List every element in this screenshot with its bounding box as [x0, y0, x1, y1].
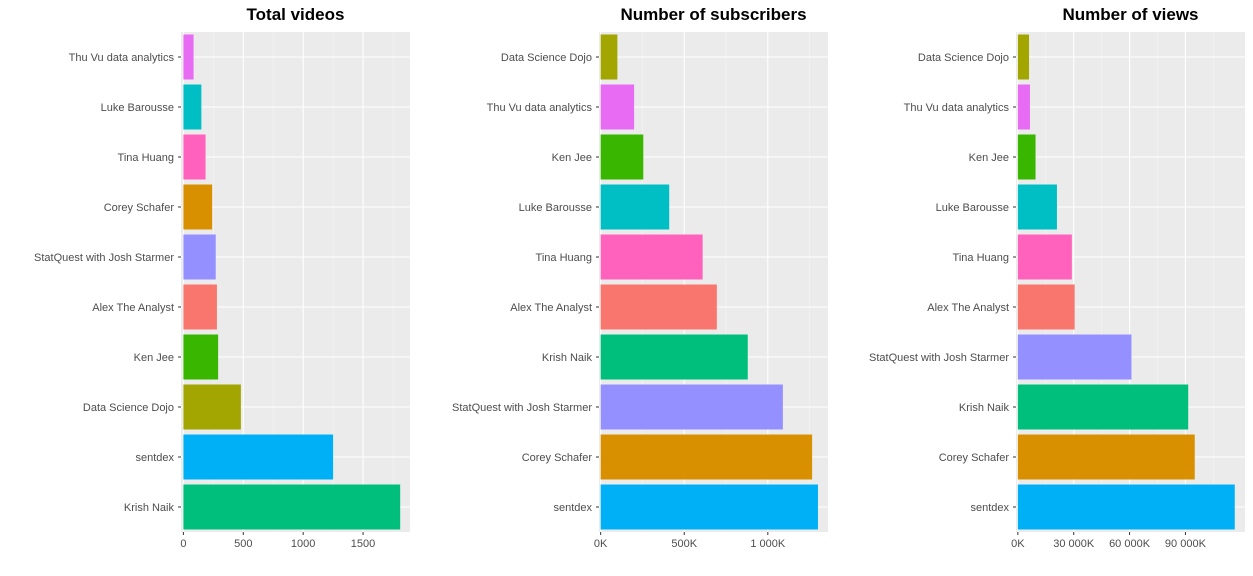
category-label: Alex The Analyst: [927, 302, 1009, 314]
x-tick-label: 500K: [671, 538, 697, 550]
category-label: Thu Vu data analytics: [487, 102, 593, 114]
bar: [601, 435, 812, 480]
bar: [601, 35, 618, 80]
category-label: Ken Jee: [134, 352, 174, 364]
bar: [183, 385, 240, 430]
category-label: Tina Huang: [953, 252, 1009, 264]
bar: [183, 335, 218, 380]
category-label: StatQuest with Josh Starmer: [869, 352, 1009, 364]
x-tick-label: 60 000K: [1109, 538, 1151, 550]
category-label: sentdex: [135, 452, 174, 464]
bar: [1018, 135, 1036, 180]
bar: [1018, 235, 1072, 280]
category-label: Krish Naik: [542, 352, 593, 364]
category-label: Data Science Dojo: [501, 52, 592, 64]
category-label: Ken Jee: [552, 152, 592, 164]
category-label: StatQuest with Josh Starmer: [34, 252, 174, 264]
category-label: Corey Schafer: [939, 452, 1010, 464]
bar: [183, 35, 193, 80]
category-label: Luke Barousse: [936, 202, 1009, 214]
bar: [1018, 85, 1030, 130]
bar: [1018, 435, 1195, 480]
category-label: Alex The Analyst: [92, 302, 174, 314]
x-tick-label: 30 000K: [1053, 538, 1095, 550]
bar: [601, 285, 717, 330]
bar: [183, 235, 215, 280]
bar: [1018, 35, 1029, 80]
bar: [1018, 385, 1188, 430]
chart-title: Number of views: [1062, 5, 1198, 24]
category-label: sentdex: [553, 502, 592, 514]
category-label: Thu Vu data analytics: [69, 52, 175, 64]
category-label: Alex The Analyst: [510, 302, 592, 314]
category-label: Ken Jee: [969, 152, 1009, 164]
category-label: Tina Huang: [118, 152, 174, 164]
bar: [183, 85, 201, 130]
bar: [601, 335, 748, 380]
bar: [601, 385, 783, 430]
category-label: Thu Vu data analytics: [904, 102, 1010, 114]
x-tick-label: 0: [180, 538, 186, 550]
bar: [183, 185, 212, 230]
bar: [183, 435, 333, 480]
chart-panel-1: Thu Vu data analytics Luke Barousse Tina H…: [34, 5, 410, 550]
bar: [601, 235, 703, 280]
chart-title: Number of subscribers: [620, 5, 806, 24]
x-tick-label: 0K: [594, 538, 608, 550]
x-tick-label: 1500: [351, 538, 375, 550]
category-label: Corey Schafer: [522, 452, 593, 464]
bar: [183, 485, 400, 530]
bar: [183, 135, 205, 180]
x-tick-label: 1 000K: [750, 538, 786, 550]
bar: [601, 185, 670, 230]
category-label: Tina Huang: [536, 252, 592, 264]
category-label: Luke Barousse: [101, 102, 174, 114]
category-label: StatQuest with Josh Starmer: [452, 402, 592, 414]
bar: [601, 485, 818, 530]
x-tick-label: 90 000K: [1165, 538, 1207, 550]
x-tick-label: 500: [234, 538, 252, 550]
bar: [183, 285, 217, 330]
category-label: Corey Schafer: [104, 202, 175, 214]
bar: [1018, 335, 1132, 380]
category-label: Krish Naik: [124, 502, 175, 514]
bar: [1018, 485, 1235, 530]
category-label: Krish Naik: [959, 402, 1010, 414]
x-tick-label: 0K: [1011, 538, 1025, 550]
bar: [1018, 185, 1057, 230]
category-label: Luke Barousse: [519, 202, 592, 214]
chart-panel-3: Data Science Dojo Thu Vu data analytics Ke…: [869, 5, 1245, 550]
category-label: Data Science Dojo: [83, 402, 174, 414]
category-label: Data Science Dojo: [918, 52, 1009, 64]
bar: [1018, 285, 1075, 330]
bar: [601, 85, 634, 130]
bar: [601, 135, 644, 180]
category-label: sentdex: [970, 502, 1009, 514]
chart-panel-2: Data Science Dojo Thu Vu data analytics Ke…: [452, 5, 828, 550]
chart-title: Total videos: [247, 5, 345, 24]
x-tick-label: 1000: [291, 538, 315, 550]
